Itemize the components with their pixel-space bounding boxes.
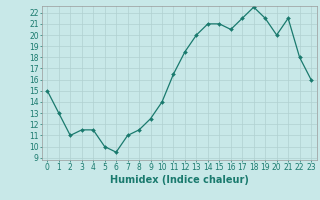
X-axis label: Humidex (Indice chaleur): Humidex (Indice chaleur) — [110, 175, 249, 185]
